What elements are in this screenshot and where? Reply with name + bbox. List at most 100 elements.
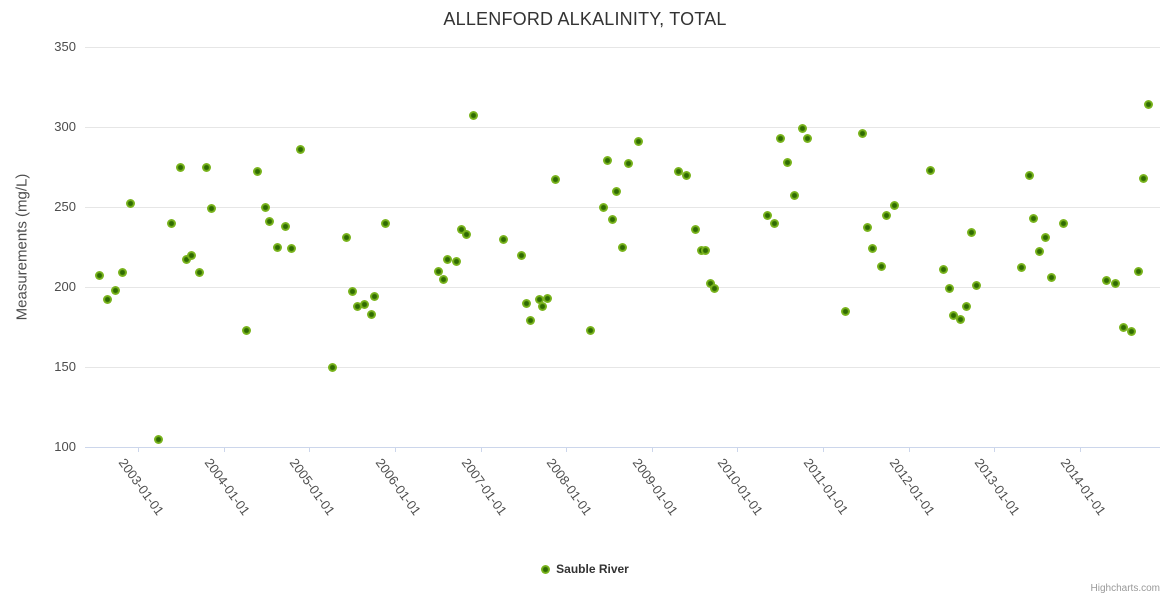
- data-point[interactable]: [295, 144, 305, 154]
- data-point[interactable]: [348, 287, 358, 297]
- data-point[interactable]: [521, 298, 531, 308]
- data-point[interactable]: [701, 245, 711, 255]
- data-point[interactable]: [433, 266, 443, 276]
- data-point[interactable]: [1016, 263, 1026, 273]
- data-point[interactable]: [691, 224, 701, 234]
- data-point[interactable]: [166, 218, 176, 228]
- data-point[interactable]: [125, 199, 135, 209]
- data-point[interactable]: [1058, 218, 1068, 228]
- data-point[interactable]: [287, 244, 297, 254]
- data-point[interactable]: [1029, 213, 1039, 223]
- data-point[interactable]: [342, 232, 352, 242]
- data-point[interactable]: [617, 242, 627, 252]
- data-point[interactable]: [457, 224, 467, 234]
- data-point[interactable]: [369, 292, 379, 302]
- data-point[interactable]: [551, 175, 561, 185]
- highcharts-credit-link[interactable]: Highcharts.com: [1090, 583, 1160, 594]
- data-point[interactable]: [367, 309, 377, 319]
- data-point[interactable]: [890, 200, 900, 210]
- data-point[interactable]: [798, 124, 808, 134]
- y-axis-tick-label: 350: [54, 39, 76, 54]
- data-point[interactable]: [696, 245, 706, 255]
- data-point[interactable]: [681, 170, 691, 180]
- data-point[interactable]: [265, 216, 275, 226]
- data-point[interactable]: [938, 264, 948, 274]
- data-point[interactable]: [201, 162, 211, 172]
- data-point[interactable]: [790, 191, 800, 201]
- chart-title: ALLENFORD ALKALINITY, TOTAL: [443, 9, 727, 29]
- data-point[interactable]: [186, 250, 196, 260]
- data-point[interactable]: [612, 186, 622, 196]
- data-point[interactable]: [327, 362, 337, 372]
- data-point[interactable]: [102, 295, 112, 305]
- data-point[interactable]: [1143, 100, 1153, 110]
- data-point[interactable]: [709, 284, 719, 294]
- data-point[interactable]: [1040, 232, 1050, 242]
- data-point[interactable]: [1024, 170, 1034, 180]
- data-point[interactable]: [1035, 247, 1045, 257]
- data-point[interactable]: [499, 234, 509, 244]
- data-point[interactable]: [1111, 279, 1121, 289]
- data-point[interactable]: [925, 165, 935, 175]
- data-point[interactable]: [380, 218, 390, 228]
- data-point[interactable]: [862, 223, 872, 233]
- data-point[interactable]: [462, 229, 472, 239]
- legend-item-sauble-river[interactable]: Sauble River: [0, 562, 1170, 576]
- data-point[interactable]: [280, 221, 290, 231]
- data-point[interactable]: [972, 280, 982, 290]
- data-point[interactable]: [261, 202, 271, 212]
- x-axis-tick-label: 2008-01-01: [543, 455, 596, 519]
- data-point[interactable]: [1046, 272, 1056, 282]
- data-point[interactable]: [241, 325, 251, 335]
- data-point[interactable]: [857, 128, 867, 138]
- data-point[interactable]: [516, 250, 526, 260]
- data-point[interactable]: [442, 255, 452, 265]
- data-point[interactable]: [962, 301, 972, 311]
- data-point[interactable]: [599, 202, 609, 212]
- data-point[interactable]: [176, 162, 186, 172]
- data-point[interactable]: [118, 268, 128, 278]
- data-point[interactable]: [877, 261, 887, 271]
- data-point[interactable]: [1134, 266, 1144, 276]
- data-point[interactable]: [542, 293, 552, 303]
- data-point[interactable]: [438, 274, 448, 284]
- data-point[interactable]: [803, 133, 813, 143]
- data-point[interactable]: [706, 279, 716, 289]
- data-point[interactable]: [948, 311, 958, 321]
- data-point[interactable]: [673, 167, 683, 177]
- data-point[interactable]: [253, 167, 263, 177]
- data-point[interactable]: [154, 434, 164, 444]
- data-point[interactable]: [608, 215, 618, 225]
- data-point[interactable]: [763, 210, 773, 220]
- data-point[interactable]: [1119, 322, 1129, 332]
- data-point[interactable]: [1102, 276, 1112, 286]
- data-point[interactable]: [775, 133, 785, 143]
- data-point[interactable]: [206, 204, 216, 214]
- data-point[interactable]: [538, 301, 548, 311]
- data-point[interactable]: [181, 255, 191, 265]
- data-point[interactable]: [782, 157, 792, 167]
- data-point[interactable]: [1139, 173, 1149, 183]
- data-point[interactable]: [535, 295, 545, 305]
- data-point[interactable]: [840, 306, 850, 316]
- data-point[interactable]: [195, 268, 205, 278]
- data-point[interactable]: [359, 300, 369, 310]
- data-point[interactable]: [585, 325, 595, 335]
- data-point[interactable]: [770, 218, 780, 228]
- data-point[interactable]: [603, 156, 613, 166]
- data-point[interactable]: [352, 301, 362, 311]
- data-point[interactable]: [469, 111, 479, 121]
- data-point[interactable]: [1127, 327, 1137, 337]
- data-point[interactable]: [451, 256, 461, 266]
- data-point[interactable]: [95, 271, 105, 281]
- data-point[interactable]: [944, 284, 954, 294]
- data-point[interactable]: [111, 285, 121, 295]
- data-point[interactable]: [967, 228, 977, 238]
- data-point[interactable]: [272, 242, 282, 252]
- data-point[interactable]: [624, 159, 634, 169]
- data-point[interactable]: [867, 244, 877, 254]
- data-point[interactable]: [634, 136, 644, 146]
- data-point[interactable]: [526, 316, 536, 326]
- data-point[interactable]: [882, 210, 892, 220]
- data-point[interactable]: [955, 314, 965, 324]
